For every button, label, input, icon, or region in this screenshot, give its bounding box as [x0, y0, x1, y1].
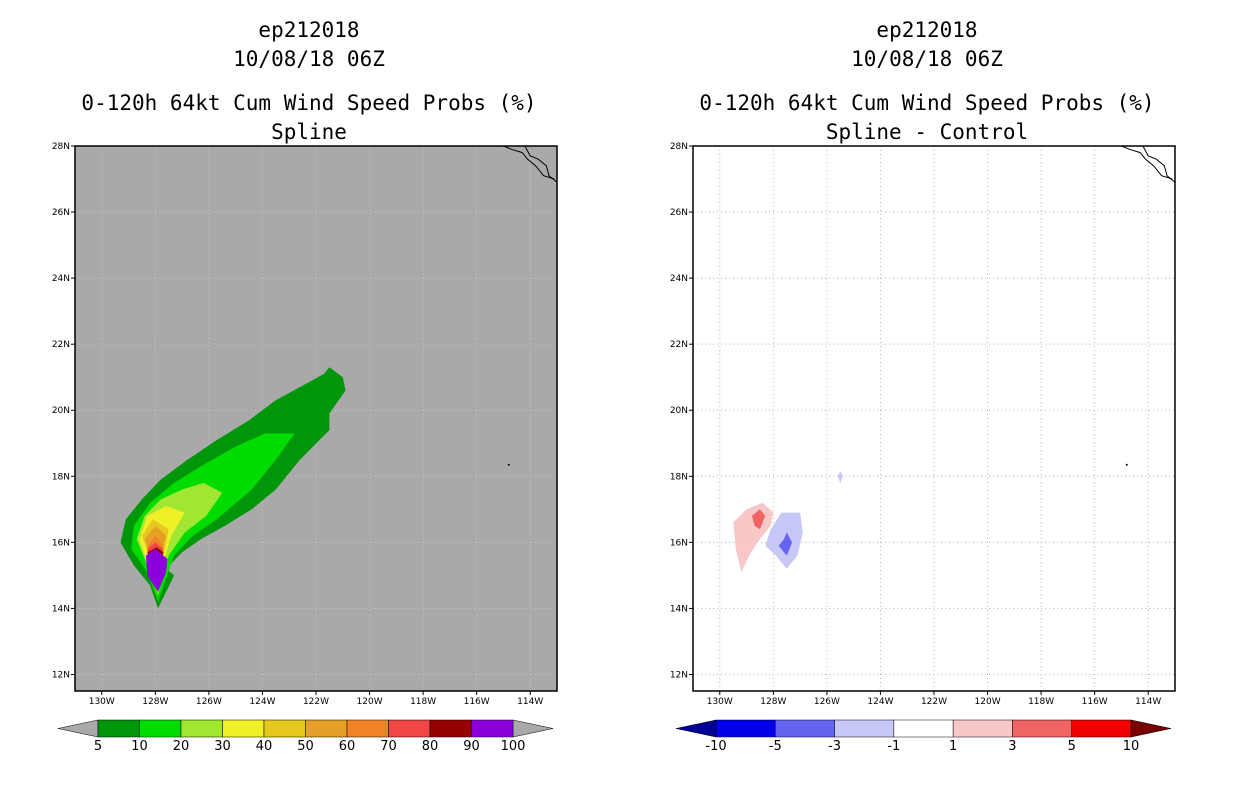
- coastline-1: [503, 145, 555, 180]
- colorbar-label: -1: [887, 739, 900, 754]
- colorbar-extend-low: [675, 719, 717, 738]
- colorbar-label: 5: [94, 739, 102, 754]
- x-tick-label: 118W: [410, 697, 436, 707]
- x-tick-label: 120W: [357, 697, 383, 707]
- x-tick-label: 124W: [867, 697, 893, 707]
- x-tick-label: 116W: [1082, 697, 1108, 707]
- y-tick-label: 14N: [52, 604, 70, 614]
- left-panel: ep212018 10/08/18 06Z 0-120h 64kt Cum Wi…: [52, 18, 558, 754]
- colorbar-swatch: [305, 719, 348, 738]
- colorbar-swatch: [97, 719, 140, 738]
- colorbar-swatch: [834, 719, 895, 738]
- colorbar-label: 3: [1008, 739, 1016, 754]
- colorbar-extend-high: [1130, 719, 1172, 738]
- x-tick-label: 122W: [921, 697, 947, 707]
- y-tick-label: 18N: [52, 472, 70, 482]
- y-tick-label: 28N: [670, 142, 688, 152]
- contour--1: [837, 471, 843, 483]
- coastline-0: [524, 145, 558, 183]
- coastline-0: [1142, 145, 1176, 183]
- y-tick-label: 16N: [52, 538, 70, 548]
- colorbar-extend-high: [512, 719, 554, 738]
- y-tick-label: 28N: [52, 142, 70, 152]
- colorbar-swatch: [1071, 719, 1132, 738]
- colorbar-label: 60: [339, 739, 356, 754]
- left-datetime: 10/08/18 06Z: [233, 47, 385, 71]
- colorbar-swatch: [471, 719, 514, 738]
- x-tick-label: 128W: [760, 697, 786, 707]
- x-tick-label: 130W: [707, 697, 733, 707]
- colorbar-label: 70: [380, 739, 397, 754]
- colorbar-label: 1: [949, 739, 957, 754]
- contour-10: [131, 433, 295, 602]
- colorbar-swatch: [263, 719, 306, 738]
- coastline-1: [1121, 145, 1173, 180]
- right-panel: ep212018 10/08/18 06Z 0-120h 64kt Cum Wi…: [618, 0, 1236, 800]
- colorbar-swatch: [775, 719, 835, 738]
- y-tick-label: 24N: [670, 274, 688, 284]
- x-tick-label: 128W: [142, 697, 168, 707]
- colorbar-label: 20: [173, 739, 190, 754]
- y-tick-label: 26N: [52, 208, 70, 218]
- y-tick-label: 12N: [52, 670, 70, 680]
- contour-100: [146, 549, 168, 592]
- colorbar-label: 30: [214, 739, 231, 754]
- y-tick-label: 24N: [52, 274, 70, 284]
- contour--3: [778, 532, 793, 556]
- colorbar-swatch: [429, 719, 472, 738]
- colorbar-swatch: [952, 719, 1013, 738]
- colorbar-label: 80: [422, 739, 439, 754]
- colorbar-label: 10: [131, 739, 148, 754]
- right-chart-title: 0-120h 64kt Cum Wind Speed Probs (%): [699, 91, 1155, 115]
- colorbar-swatch: [346, 719, 389, 738]
- y-tick-label: 20N: [52, 406, 70, 416]
- left-chart: 130W 128W 126W 124W 122W 120W 118W 116W 114W 12N 1…: [52, 142, 558, 754]
- colorbar-extend-low: [57, 719, 99, 738]
- y-tick-label: 12N: [670, 670, 688, 680]
- y-tick-label: 18N: [670, 472, 688, 482]
- colorbar-label: 50: [297, 739, 314, 754]
- x-tick-label: 120W: [975, 697, 1001, 707]
- x-tick-label: 130W: [89, 697, 115, 707]
- left-storm-id: ep212018: [258, 18, 360, 42]
- colorbar-label: 100: [501, 739, 526, 754]
- colorbar-swatch: [1012, 719, 1072, 738]
- y-tick-label: 26N: [670, 208, 688, 218]
- colorbar-label: 10: [1123, 739, 1140, 754]
- colorbar-swatch: [715, 719, 776, 738]
- right-datetime: 10/08/18 06Z: [851, 47, 1003, 71]
- y-tick-label: 22N: [52, 340, 70, 350]
- x-tick-label: 122W: [303, 697, 329, 707]
- colorbar-label: 40: [256, 739, 273, 754]
- island: [507, 463, 510, 466]
- x-tick-label: 114W: [1135, 697, 1161, 707]
- colorbar-swatch: [180, 719, 223, 738]
- x-tick-label: 118W: [1028, 697, 1054, 707]
- colorbar-swatch: [222, 719, 265, 738]
- colorbar-label: -3: [828, 739, 841, 754]
- colorbar-swatch: [893, 719, 954, 738]
- colorbar-swatch: [388, 719, 431, 738]
- right-chart: 130W 128W 126W 124W 122W 120W 118W 116W 114W 12N 1…: [670, 142, 1176, 754]
- y-tick-label: 16N: [670, 538, 688, 548]
- right-storm-id: ep212018: [876, 18, 978, 42]
- left-chart-title: 0-120h 64kt Cum Wind Speed Probs (%): [81, 91, 537, 115]
- colorbar-label: -5: [769, 739, 782, 754]
- colorbar-swatch: [139, 719, 182, 738]
- right-chart-subtitle: Spline - Control: [825, 120, 1029, 144]
- x-tick-label: 126W: [196, 697, 222, 707]
- x-tick-label: 126W: [814, 697, 840, 707]
- x-tick-label: 114W: [517, 697, 543, 707]
- x-tick-label: 124W: [249, 697, 275, 707]
- y-tick-label: 20N: [670, 406, 688, 416]
- left-chart-subtitle: Spline: [271, 120, 347, 144]
- colorbar-label: 5: [1068, 739, 1076, 754]
- colorbar-label: 90: [463, 739, 480, 754]
- contour-3: [751, 509, 766, 530]
- y-tick-label: 14N: [670, 604, 688, 614]
- y-tick-label: 22N: [670, 340, 688, 350]
- x-tick-label: 116W: [464, 697, 490, 707]
- colorbar-label: -10: [705, 739, 726, 754]
- island: [1125, 463, 1128, 466]
